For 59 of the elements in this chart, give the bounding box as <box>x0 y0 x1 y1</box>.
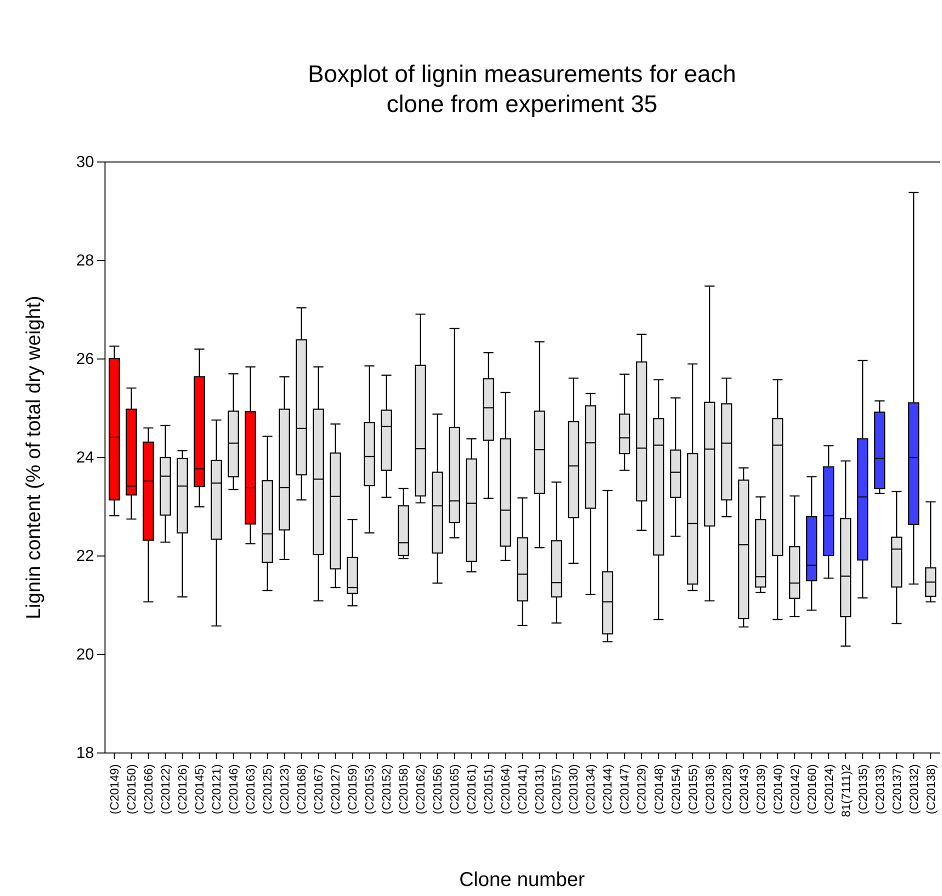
x-tick-label: (C20143) <box>736 764 751 814</box>
x-tick-label: (C20123) <box>278 764 292 814</box>
x-tick-label: (C20130) <box>566 764 581 814</box>
x-tick-label: (C20153) <box>362 764 377 814</box>
x-tick-label: (C20159) <box>346 764 360 814</box>
x-tick-label: (C20151) <box>482 764 496 814</box>
y-axis-title: Lignin content (% of total dry weight) <box>23 296 45 620</box>
x-tick-label: (C20121) <box>210 764 224 814</box>
x-tick-label: (C20148) <box>652 764 666 814</box>
x-tick-label: (C20146) <box>226 764 241 814</box>
x-tick-label: (C20154) <box>668 764 683 814</box>
y-tick-label: 18 <box>76 745 94 762</box>
y-tick-label: 20 <box>76 646 94 664</box>
x-tick-label: (C20127) <box>328 764 343 814</box>
y-tick-label: 28 <box>76 252 94 270</box>
x-tick-label: (C20168) <box>294 764 309 814</box>
x-tick-label: (C20126) <box>176 764 190 814</box>
x-tick-label: (C20131) <box>532 764 547 814</box>
y-tick-label: 26 <box>76 351 94 368</box>
y-tick-label: 24 <box>76 450 94 467</box>
x-tick-label: (C20147) <box>618 764 632 814</box>
x-tick-label: (C20134) <box>584 764 598 814</box>
x-tick-label: (C20149) <box>108 764 122 814</box>
x-tick-label: (C20164) <box>498 764 513 814</box>
x-axis-title: Clone number <box>459 869 586 891</box>
x-tick-label: (C20158) <box>396 764 411 814</box>
x-tick-label: (C20155) <box>686 764 700 814</box>
x-tick-label: (C20142) <box>788 764 802 814</box>
x-tick-label: (C20133) <box>872 764 887 814</box>
x-tick-label: (C20135) <box>856 764 870 814</box>
x-tick-label: (C20152) <box>380 764 394 814</box>
x-tick-label: (C20136) <box>702 764 717 814</box>
x-tick-label: (C20156) <box>430 764 445 814</box>
x-tick-label: (C20165) <box>448 764 462 814</box>
x-tick-label: (C20124) <box>822 764 836 814</box>
x-tick-label: (C20141) <box>516 764 530 814</box>
x-tick-label: (C20139) <box>754 764 768 814</box>
x-tick-label: (C20162) <box>414 764 428 814</box>
y-tick-label: 22 <box>76 548 94 566</box>
x-tick-label: (C20157) <box>550 764 564 814</box>
x-tick-label: (C20145) <box>192 764 207 814</box>
x-tick-label: (C20122) <box>158 764 173 814</box>
x-tick-label: (C20140) <box>770 764 785 814</box>
y-tick-label: 30 <box>76 154 94 172</box>
x-tick-label: (C20137) <box>890 764 904 814</box>
x-tick-label: (C20129) <box>634 764 649 814</box>
x-tick-label: (C20128) <box>720 764 734 814</box>
x-tick-label: (C20160) <box>804 764 819 814</box>
x-tick-label: (C20125) <box>260 764 275 814</box>
x-tick-label: (C20166) <box>142 764 156 814</box>
x-tick-label: 81(7111)2 <box>838 764 853 818</box>
x-tick-label: (C20132) <box>906 764 921 814</box>
chart-title: Boxplot of lignin measurements for each clone from experiment 35 <box>308 61 736 118</box>
x-tick-label: (C20144) <box>600 764 615 814</box>
x-tick-label: (C20161) <box>464 764 479 814</box>
x-tick-label: (C20163) <box>244 764 258 814</box>
x-tick-label: (C20138) <box>924 764 938 814</box>
x-tick-label: (C20167) <box>312 764 326 814</box>
x-tick-label: (C20150) <box>124 764 139 814</box>
